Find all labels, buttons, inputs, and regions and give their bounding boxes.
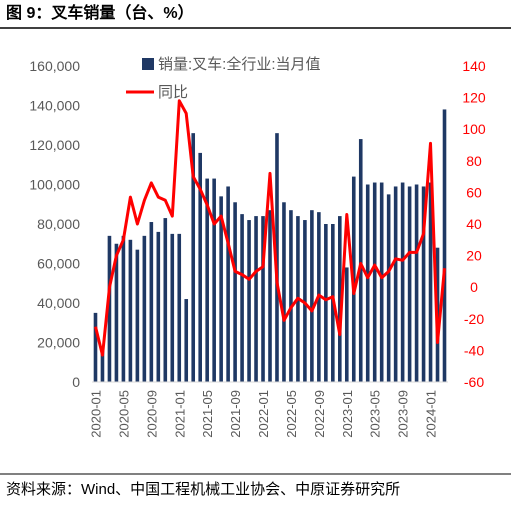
bar [282,202,286,382]
x-tick-label: 2022-09 [312,390,327,438]
bar [170,233,175,382]
bar [254,216,258,382]
y2-tick-label: 140 [462,58,486,74]
y2-tick-label: -60 [464,374,484,390]
bar [275,133,279,382]
bar [400,182,405,382]
bar [142,235,147,382]
bar [386,194,391,382]
bar [100,346,105,382]
y-tick-label: 140,000 [29,98,80,114]
x-tick-label: 2023-05 [368,390,383,438]
source: 资料来源：Wind、中国工程机械工业协会、中原证券研究所 [6,481,400,498]
bar [219,196,223,382]
bar [163,218,168,382]
bar [365,184,370,382]
x-tick-label: 2022-05 [284,390,299,438]
bar [212,178,216,382]
x-tick-label: 2023-09 [396,390,411,438]
x-tick-label: 2024-01 [424,390,439,438]
bar [344,267,349,382]
bar [310,210,314,382]
bar [379,182,384,382]
bar [233,202,237,382]
bar [93,312,98,382]
y2-tick-label: 80 [466,153,482,169]
bar [324,224,328,382]
legend-swatch [142,58,154,70]
bar [205,178,209,382]
chart-title: 图 9：叉车销量（台、%） [6,3,194,22]
x-tick-label: 2021-01 [172,390,187,438]
y2-tick-label: 20 [466,248,482,264]
bar [358,139,363,382]
x-tick-label: 2022-01 [256,390,271,438]
line [94,99,446,357]
y-tick-label: 40,000 [37,295,80,311]
y-tick-label: 20,000 [37,335,80,351]
bar [198,152,202,382]
bar [107,235,112,382]
bar [135,249,140,382]
x-tick-label: 2020-09 [144,390,159,438]
y-tick-label: 100,000 [29,177,80,193]
y2-tick-label: 40 [466,216,482,232]
y-tick-label: 160,000 [29,58,80,74]
x-tick-label: 2021-09 [228,390,243,438]
x-tick-label: 2023-01 [340,390,355,438]
bar [268,210,272,382]
bar [149,222,154,382]
x-tick-label: 2020-05 [116,390,131,438]
bar [177,233,182,382]
bar [372,182,377,382]
bar [184,299,189,382]
bar [247,220,251,382]
bar [421,186,426,382]
y2-tick-label: 100 [462,121,486,137]
bar [428,182,433,382]
bar [191,133,196,382]
x-tick-label: 2020-01 [88,390,103,438]
bar [156,231,161,382]
y-tick-label: 0 [72,374,80,390]
bar [240,214,244,382]
y2-tick-label: 120 [462,90,486,106]
y-tick-label: 80,000 [37,216,80,232]
bar [303,220,307,382]
bar [121,235,126,382]
bar [414,184,419,382]
legend-label: 销量:叉车:全行业:当月值 [158,55,321,73]
bar [289,210,293,382]
bar [338,216,342,382]
bar [393,186,398,382]
bar [407,186,412,382]
y2-tick-label: -20 [464,311,484,327]
y2-tick-label: 0 [470,279,478,295]
bar [442,109,447,382]
bar [226,186,230,382]
legend-label: 同比 [158,84,188,101]
bar [261,216,265,382]
y-tick-label: 120,000 [29,137,80,153]
bar [114,243,119,382]
y-tick-label: 60,000 [37,256,80,272]
x-tick-label: 2021-05 [200,390,215,438]
bar [128,239,133,382]
y2-tick-label: 60 [466,184,482,200]
y2-tick-label: -40 [464,342,484,358]
